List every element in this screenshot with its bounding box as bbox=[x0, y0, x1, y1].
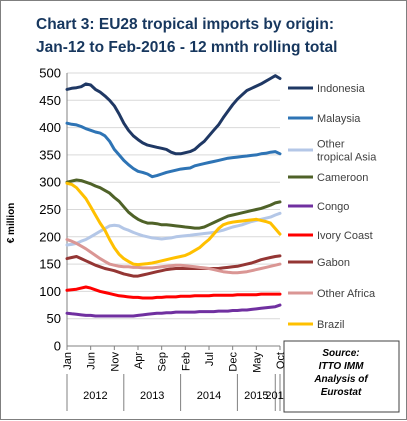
y-axis-label: € million bbox=[6, 203, 17, 244]
series-lines bbox=[65, 74, 282, 318]
legend-label: Other Africa bbox=[317, 288, 376, 300]
y-tick-label: 0 bbox=[54, 339, 61, 354]
series-line-other-tropical-asia bbox=[65, 211, 282, 247]
legend-label: Ivory Coast bbox=[317, 230, 373, 242]
x-tick-label: Jan bbox=[62, 352, 74, 370]
y-tick-label: 250 bbox=[39, 202, 61, 217]
legend-label: Congo bbox=[317, 201, 349, 213]
series-line-indonesia bbox=[65, 74, 282, 156]
legend-label: Other bbox=[317, 139, 345, 151]
source-note: Source: ITTO IMM Analysis of Eurostat bbox=[313, 348, 369, 398]
x-tick-label: Nov bbox=[109, 352, 121, 372]
series-line-cameroon bbox=[65, 178, 282, 230]
legend-label: Cameroon bbox=[317, 172, 368, 184]
y-tick-label: 400 bbox=[39, 120, 61, 135]
legend-label: Gabon bbox=[317, 257, 350, 269]
series-line-brazil bbox=[65, 181, 282, 267]
y-tick-label: 100 bbox=[39, 284, 61, 299]
x-tick-label: Apr bbox=[133, 352, 145, 369]
legend-label: Brazil bbox=[317, 319, 345, 331]
x-tick-label: May bbox=[251, 352, 263, 373]
x-tick-label: Dec bbox=[228, 352, 240, 372]
chart-subtitle: Jan-12 to Feb-2016 - 12 mnth rolling tot… bbox=[36, 39, 337, 56]
y-tick-label: 450 bbox=[39, 93, 61, 108]
source-line: Eurostat bbox=[321, 387, 362, 398]
x-tick-label: Feb bbox=[180, 352, 192, 371]
legend-label: Indonesia bbox=[317, 83, 366, 95]
x-tick-label: Jul bbox=[204, 352, 216, 366]
series-line-other-africa bbox=[65, 238, 282, 275]
gridlines bbox=[66, 72, 280, 347]
series-line-ivory-coast bbox=[65, 285, 282, 300]
series-line-congo bbox=[65, 303, 282, 318]
legend-label: tropical Asia bbox=[317, 152, 377, 164]
y-tick-label: 200 bbox=[39, 229, 61, 244]
source-line: Analysis of bbox=[313, 374, 369, 385]
year-label: 2015 bbox=[244, 390, 268, 402]
year-label: 2014 bbox=[197, 390, 221, 402]
year-label: 2012 bbox=[83, 390, 107, 402]
year-label: 2013 bbox=[140, 390, 164, 402]
y-tick-labels: 0 50 100 150 200 250 300 350 400 450 500 bbox=[39, 66, 61, 354]
y-tick-label: 350 bbox=[39, 147, 61, 162]
source-line: ITTO IMM bbox=[319, 361, 364, 372]
y-tick-label: 150 bbox=[39, 257, 61, 272]
x-tick-label: Sep bbox=[157, 352, 169, 372]
series-line-malaysia bbox=[65, 121, 282, 179]
x-tick-label: Jun bbox=[86, 352, 98, 370]
legend-label: Malaysia bbox=[317, 113, 361, 125]
chart-title: Chart 3: EU28 tropical imports by origin… bbox=[36, 16, 334, 33]
y-tick-label: 50 bbox=[47, 311, 61, 326]
y-tick-label: 500 bbox=[39, 66, 61, 81]
y-tick-label: 300 bbox=[39, 175, 61, 190]
source-box bbox=[283, 340, 400, 413]
source-line: Source: bbox=[322, 348, 359, 359]
series-line-gabon bbox=[65, 254, 282, 278]
